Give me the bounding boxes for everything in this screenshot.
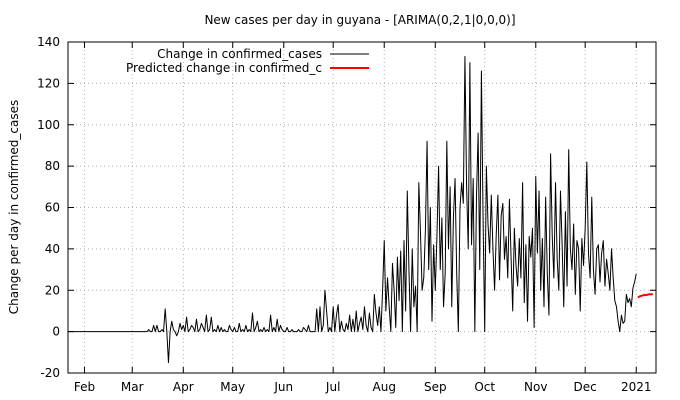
y-tick-label: 140 [37, 35, 60, 49]
y-tick-label: 80 [45, 159, 60, 173]
series-line-2 [637, 293, 653, 299]
series-lines [68, 55, 653, 364]
x-tick-label: Dec [574, 380, 597, 394]
x-tick-label: May [220, 380, 245, 394]
chart-title: New cases per day in guyana - [ARIMA(0,2… [204, 13, 515, 27]
plot-frame [67, 41, 657, 374]
x-tick-label: Mar [121, 380, 144, 394]
x-tick-label: Jun [273, 380, 293, 394]
y-axis-label: Change per day in confirmed_cases [7, 100, 21, 315]
axis-ticks: -20 0 20 40 60 80 100 120 140 Feb Mar Apr May Jun Jul A… [37, 35, 656, 394]
x-tick-label: Sep [424, 380, 447, 394]
y-tick-label: 20 [45, 283, 60, 297]
series-line-1 [68, 55, 637, 364]
y-tick-label: 100 [37, 118, 60, 132]
legend-label-2: Predicted change in confirmed_c [126, 61, 322, 75]
x-tick-label: Apr [173, 380, 194, 394]
x-tick-label: Jul [325, 380, 340, 394]
y-tick-label: 40 [45, 242, 60, 256]
x-tick-label: Aug [373, 380, 396, 394]
x-tick-label: Oct [474, 380, 495, 394]
x-tick-label: Feb [74, 380, 95, 394]
y-tick-label: 0 [52, 325, 60, 339]
x-tick-label: 2021 [621, 380, 652, 394]
y-tick-label: 60 [45, 201, 60, 215]
x-tick-label: Nov [524, 380, 547, 394]
legend-label-1: Change in confirmed_cases [157, 47, 322, 61]
y-tick-label: 120 [37, 76, 60, 90]
y-tick-label: -20 [40, 366, 60, 380]
